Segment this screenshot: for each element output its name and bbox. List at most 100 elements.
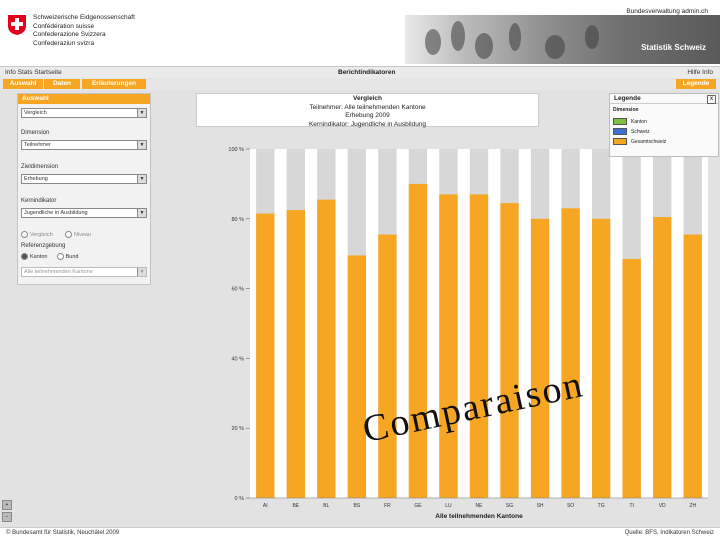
bar — [683, 234, 702, 498]
chart-subtitle: Kernindikator: Jugendliche in Ausbildung — [308, 120, 427, 128]
x-tick-label: SH — [537, 503, 544, 509]
bar — [317, 199, 336, 498]
legend-label: Schweiz — [631, 128, 650, 135]
x-tick-label: TG — [598, 503, 605, 509]
x-axis-label: Alle teilnehmenden Kantone — [435, 513, 523, 520]
chevron-down-icon: ▼ — [137, 268, 146, 276]
x-tick-label: AI — [263, 503, 268, 509]
footer: © Bundesamt für Statistik, Neuchâtel 200… — [0, 527, 720, 541]
legend-swatch — [613, 138, 627, 145]
chart-subtitle: Teilnehmer: Alle teilnehmenden Kantone — [309, 103, 426, 111]
bar — [469, 194, 489, 498]
dimension-select[interactable]: Teilnehmer ▼ — [21, 140, 147, 150]
tab-daten[interactable]: Daten — [44, 79, 80, 89]
x-tick-label: VD — [659, 503, 666, 509]
field-label: Zieldimension — [21, 164, 59, 170]
chevron-down-icon: ▼ — [137, 209, 146, 217]
field-label: Dimension — [21, 130, 50, 136]
bar — [347, 255, 367, 498]
close-icon[interactable]: x — [707, 95, 716, 104]
legend-item: Kanton — [613, 118, 647, 125]
radio-canton[interactable] — [21, 253, 28, 260]
select-value: Jugendliche in Ausbildung — [24, 210, 88, 216]
x-tick-label: BS — [354, 503, 361, 509]
selection-panel: Auswahl Vergleich ▼ Dimension Teilnehmer… — [17, 93, 151, 285]
swiss-flag-icon — [8, 15, 26, 35]
radio-label: Kanton — [30, 253, 48, 260]
select-value: Erhebung — [24, 176, 48, 182]
admin-link[interactable]: Bundesverwaltung admin.ch — [626, 8, 708, 15]
chevron-down-icon: ▼ — [137, 175, 146, 183]
chevron-down-icon: ▼ — [137, 109, 146, 117]
x-tick-label: LU — [445, 503, 452, 509]
federal-line: Confederaziun svizra — [33, 40, 95, 48]
zoom-in-icon[interactable]: + — [2, 500, 12, 510]
radio-group-reference: Kanton Bund — [21, 253, 78, 260]
x-tick-label: TI — [629, 503, 633, 509]
radio-level[interactable] — [64, 231, 72, 238]
y-tick-label: 40 % — [231, 356, 244, 362]
target-dimension-select[interactable]: Erhebung ▼ — [21, 174, 147, 184]
radio-comparison[interactable] — [21, 231, 28, 238]
bar — [256, 213, 275, 498]
breadcrumb[interactable]: Info Stats Startseite — [5, 69, 62, 76]
header-banner: Statistik Schweiz — [405, 15, 720, 64]
tab-legende[interactable]: Legende — [676, 79, 716, 89]
legend-title: Legende — [610, 94, 718, 104]
bar-chart: 0 % 20 % 40 % 60 % 80 % 100 % AI BE BL BS FR GE LU NE… — [228, 147, 708, 520]
radio-group-view: Vergleich Niveau — [21, 231, 91, 238]
bar — [286, 210, 305, 498]
x-tick-label: BE — [292, 503, 299, 509]
bar — [653, 217, 672, 498]
x-tick-label: GE — [414, 503, 422, 509]
bar — [561, 208, 580, 498]
y-tick-label: 60 % — [231, 287, 244, 293]
view-select[interactable]: Vergleich ▼ — [21, 108, 147, 118]
help-link[interactable]: Hilfe Info — [687, 69, 713, 76]
radio-label: Bund — [65, 253, 79, 260]
main-area: 0 % 20 % 40 % 60 % 80 % 100 % AI BE BL BS FR GE LU NE… — [0, 90, 720, 527]
y-tick-label: 0 % — [235, 496, 245, 502]
legend-swatch — [613, 128, 627, 135]
bar — [408, 183, 428, 498]
reference-select[interactable]: Alle teilnehmenden Kantone ▼ — [21, 267, 147, 277]
chart-title-box: Vergleich Teilnehmer: Alle teilnehmenden… — [196, 93, 539, 128]
y-tick-label: 20 % — [231, 426, 244, 432]
bar — [530, 218, 550, 499]
indicator-select[interactable]: Jugendliche in Ausbildung ▼ — [21, 208, 147, 218]
bar — [622, 258, 641, 498]
legend-item: Gesamtschweiz — [613, 138, 666, 145]
x-tick-label: FR — [384, 503, 391, 509]
tab-erlaeuterungen[interactable]: Erläuterungen — [82, 79, 146, 89]
legend-item: Schweiz — [613, 128, 650, 135]
federal-administration-name: Schweizerische Eidgenossenschaft Confédé… — [33, 14, 135, 49]
page-title: Berichtindikatoren — [338, 69, 396, 76]
federal-line: Schweizerische Eidgenossenschaft — [33, 14, 135, 21]
tab-row: Auswahl Daten Erläuterungen Legende — [0, 78, 720, 90]
zoom-out-icon[interactable]: − — [2, 512, 12, 522]
bar — [439, 194, 458, 498]
x-tick-label: ZH — [689, 503, 696, 509]
bar — [378, 234, 397, 498]
chevron-down-icon: ▼ — [137, 141, 146, 149]
bar — [500, 203, 519, 498]
tab-auswahl[interactable]: Auswahl — [3, 79, 43, 89]
federal-line: Confederazione Svizzera — [33, 31, 106, 39]
field-label: Referenzgebung — [21, 243, 66, 249]
radio-federal[interactable] — [56, 253, 64, 260]
radio-label: Vergleich — [30, 231, 53, 238]
federal-line: Confédération suisse — [33, 22, 95, 30]
chart-subtitle: Erhebung 2009 — [345, 112, 390, 119]
legend-label: Gesamtschweiz — [631, 138, 667, 145]
copyright: © Bundesamt für Statistik, Neuchâtel 200… — [6, 530, 120, 536]
panel-title: Auswahl — [18, 94, 150, 104]
select-value: Vergleich — [24, 110, 47, 116]
select-value: Teilnehmer — [24, 142, 51, 148]
banner-title: Statistik Schweiz — [641, 43, 706, 52]
legend-label: Kanton — [631, 118, 647, 125]
header: Schweizerische Eidgenossenschaft Confédé… — [0, 0, 720, 66]
x-tick-label: NE — [476, 503, 484, 509]
radio-label: Niveau — [73, 231, 91, 238]
x-tick-label: SO — [567, 503, 574, 509]
field-label: Kernindikator — [21, 198, 57, 204]
